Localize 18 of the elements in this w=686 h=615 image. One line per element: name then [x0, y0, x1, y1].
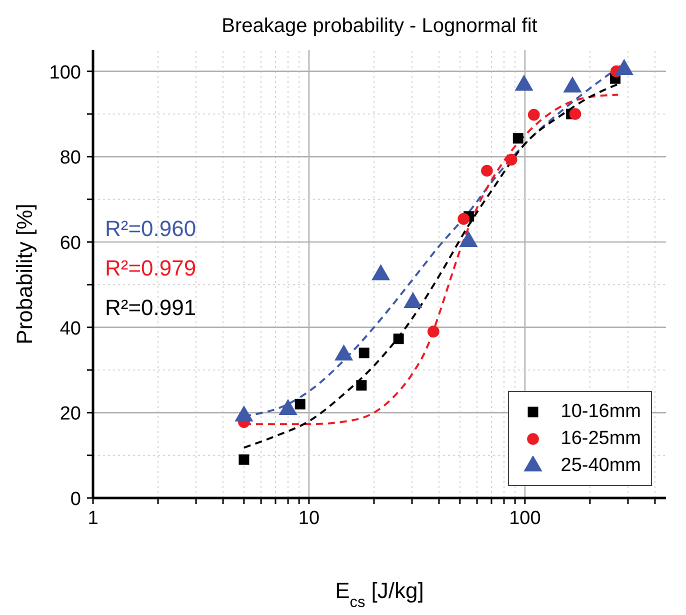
annotation: R²=0.960: [105, 216, 196, 241]
y-tick-label: 0: [70, 489, 81, 510]
chart-title: Breakage probability - Lognormal fit: [222, 15, 538, 37]
y-tick-label: 60: [60, 233, 81, 254]
legend-label: 16-25mm: [560, 428, 641, 450]
y-tick-label: 20: [60, 404, 81, 425]
y-axis-title: Probability [%]: [12, 204, 37, 344]
x-tick-label: 100: [509, 508, 541, 529]
y-tick-label: 40: [60, 318, 81, 340]
x-tick-label: 1: [88, 508, 98, 529]
x-axis-title: E$_{cs}$ [J/kg]: [335, 578, 424, 610]
annotation: R²=0.991: [105, 294, 196, 320]
annotation: R²=0.979: [105, 255, 196, 280]
y-tick-label: 100: [49, 62, 81, 84]
legend-label: 10-16mm: [560, 400, 641, 422]
x-tick-label: 10: [298, 508, 320, 529]
y-tick-label: 80: [60, 148, 81, 169]
legend-label: 25-40mm: [560, 454, 641, 476]
